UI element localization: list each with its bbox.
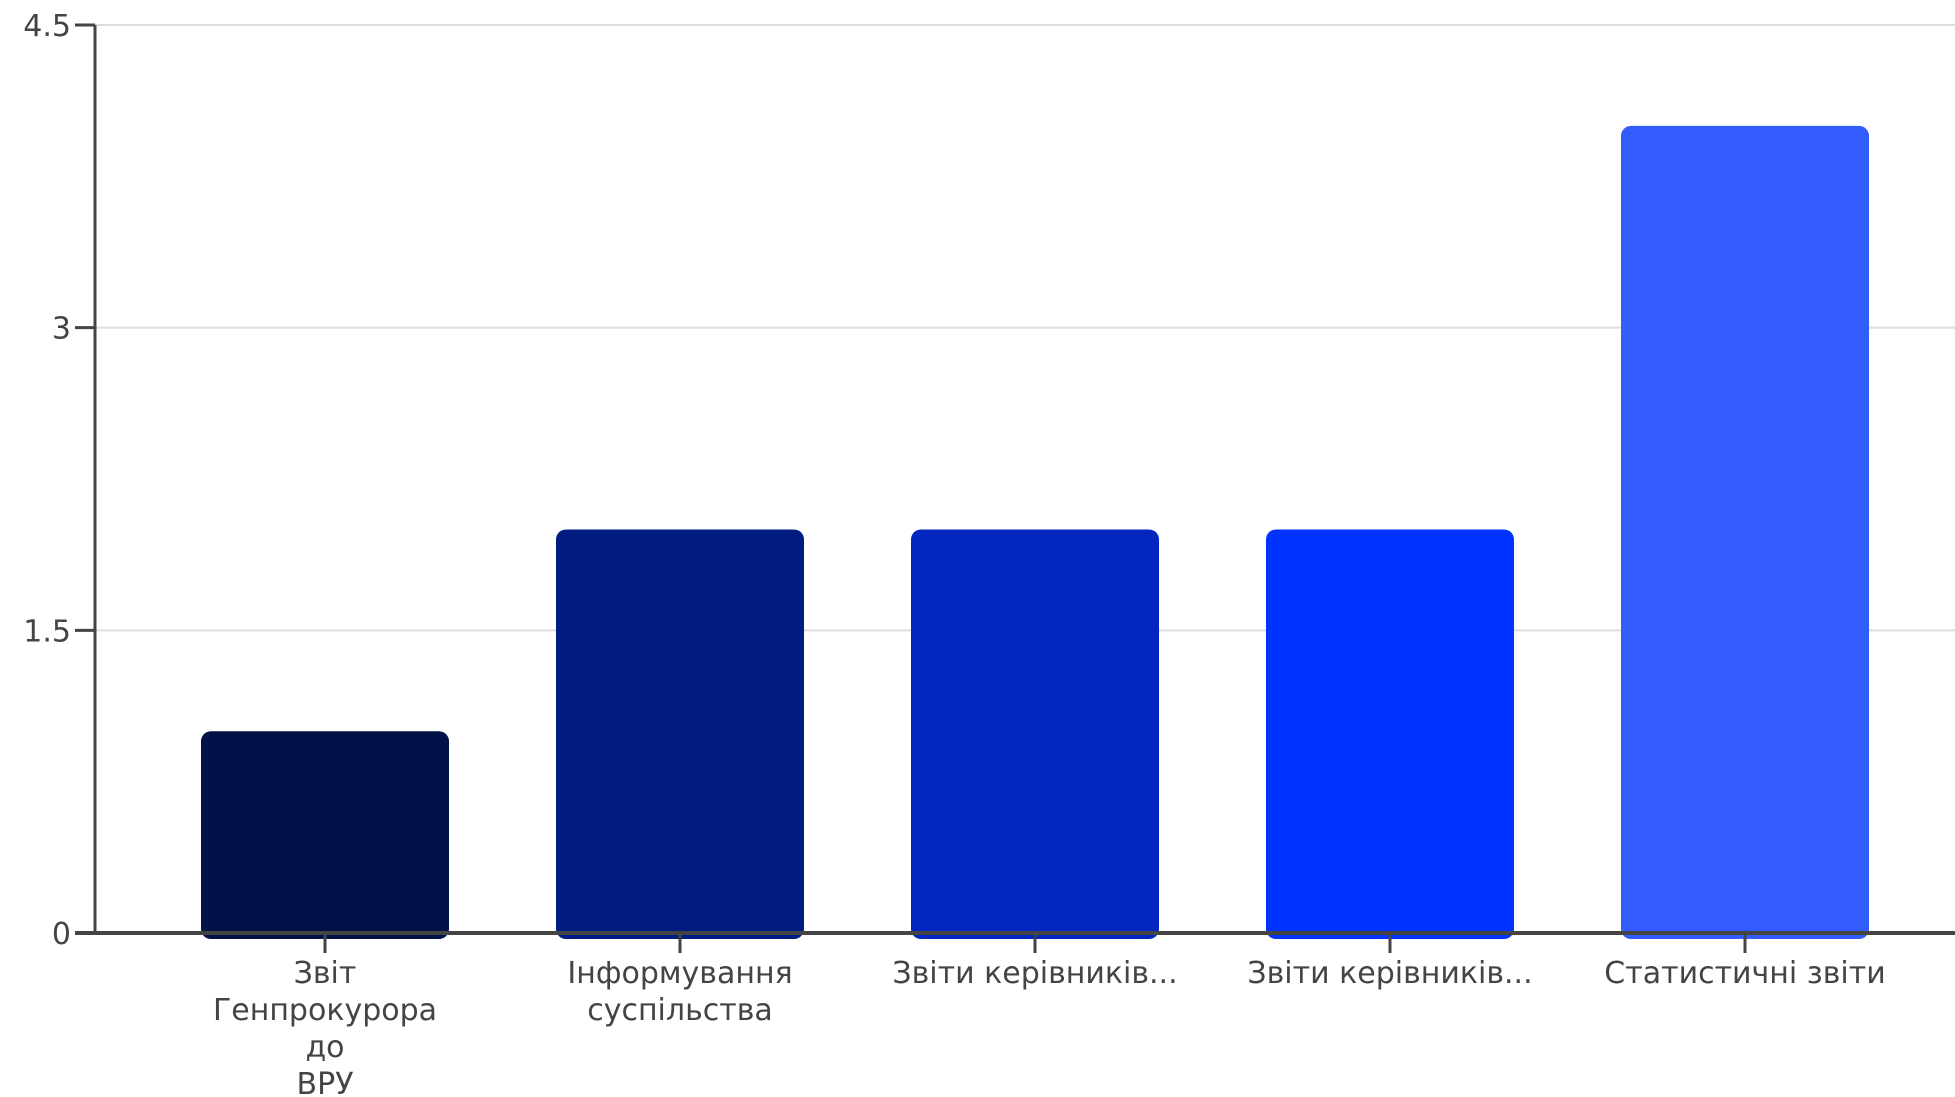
x-tick-label: Звіт Генпрокурора до ВРУ — [213, 956, 437, 1097]
x-tick-labels: Звіт Генпрокурора до ВРУ Інформування суспіль… — [213, 956, 1886, 1097]
y-tick-label: 1.5 — [23, 614, 71, 649]
bar — [1266, 529, 1514, 939]
x-tick-label: Звіти керівників... — [1247, 956, 1532, 991]
y-tick-label: 0 — [52, 917, 71, 952]
y-tick-labels: 0 1.5 3 4.5 — [23, 9, 71, 952]
bar — [201, 731, 449, 939]
x-tick-label: Звіти керівників... — [892, 956, 1177, 991]
bar — [1621, 125, 1869, 939]
y-tick-label: 4.5 — [23, 9, 71, 44]
bar — [556, 529, 804, 939]
y-tick-label: 3 — [52, 312, 71, 347]
axes — [75, 23, 1955, 953]
bars — [201, 125, 1869, 939]
x-tick-label: Інформування суспільства — [567, 956, 792, 1028]
bar — [911, 529, 1159, 939]
x-tick-label: Статистичні звіти — [1604, 956, 1885, 991]
